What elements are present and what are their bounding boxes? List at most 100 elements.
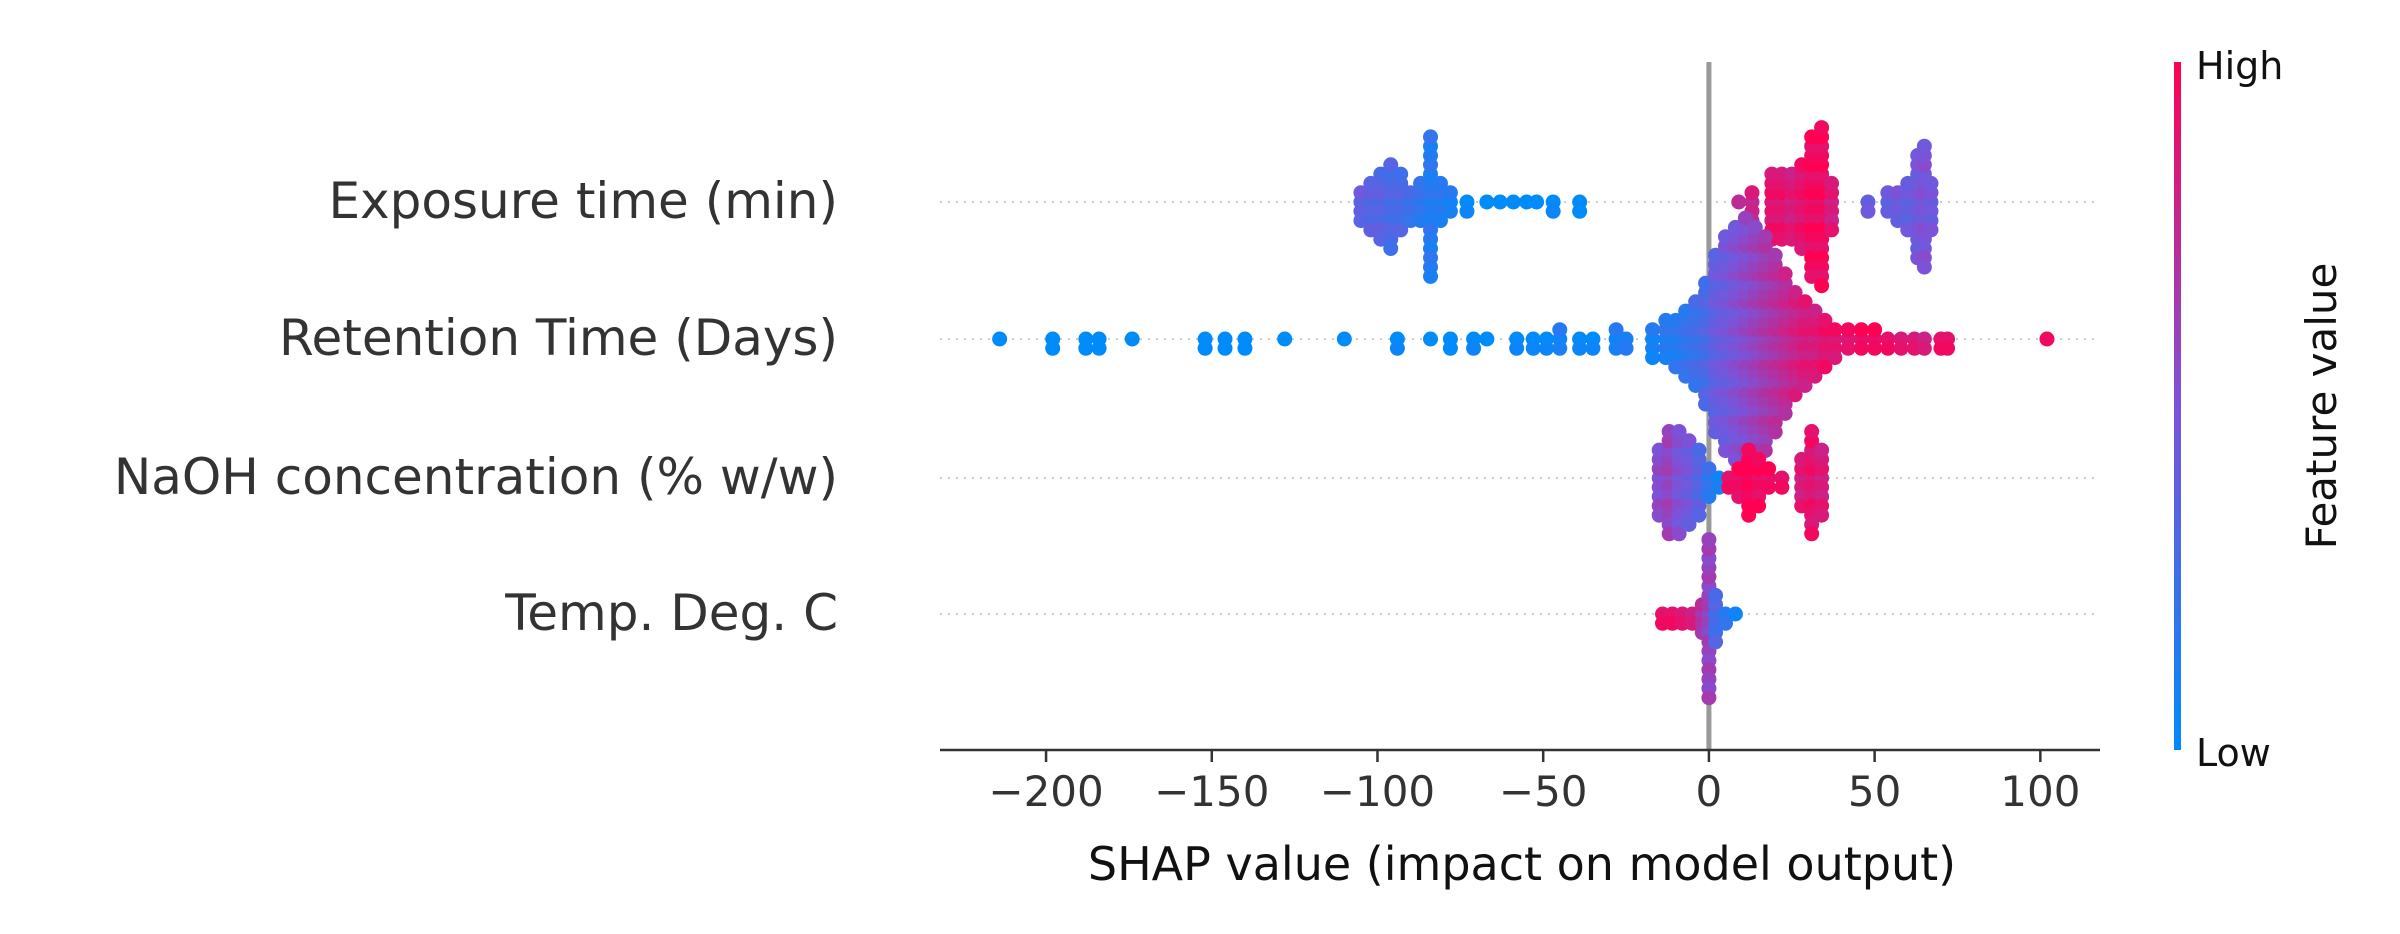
shap-dot bbox=[1691, 507, 1707, 523]
shap-dot bbox=[1423, 129, 1439, 145]
shap-dot bbox=[1807, 368, 1823, 384]
shap-dot bbox=[1423, 331, 1439, 347]
shap-dot bbox=[1940, 340, 1956, 356]
shap-dot bbox=[1393, 166, 1409, 182]
shap-dot bbox=[1741, 507, 1757, 523]
shap-dot bbox=[1787, 387, 1803, 403]
shap-dot bbox=[1479, 331, 1495, 347]
shap-dot bbox=[1923, 222, 1939, 238]
shap-dot bbox=[1814, 507, 1830, 523]
shap-dot bbox=[1525, 340, 1541, 356]
x-tick-label: −100 bbox=[1320, 767, 1435, 816]
shap-dot bbox=[1529, 194, 1545, 210]
x-tick-label: −50 bbox=[1499, 767, 1588, 816]
shap-dot bbox=[1277, 331, 1293, 347]
shap-dot bbox=[1867, 340, 1883, 356]
shap-dot bbox=[1840, 322, 1856, 338]
shap-dot bbox=[1509, 340, 1525, 356]
shap-dot bbox=[1797, 294, 1813, 310]
shap-dot bbox=[1645, 322, 1661, 338]
shap-dot bbox=[1237, 340, 1253, 356]
shap-dot bbox=[1701, 690, 1717, 706]
shap-dot bbox=[1797, 378, 1813, 393]
colorbar-low-label: Low bbox=[2196, 731, 2271, 775]
shap-dot bbox=[1824, 222, 1840, 238]
shap-dot bbox=[1124, 331, 1140, 347]
colorbar-high-label: High bbox=[2196, 44, 2283, 88]
shap-dot bbox=[1807, 303, 1823, 319]
shap-dot bbox=[1777, 266, 1793, 282]
shap-dot bbox=[1737, 210, 1753, 226]
feature-label: NaOH concentration (% w/w) bbox=[114, 448, 838, 506]
shap-dot bbox=[1853, 340, 1869, 356]
feature-label: Exposure time (min) bbox=[328, 172, 838, 230]
shap-dot bbox=[1867, 322, 1883, 338]
shap-dot bbox=[1751, 451, 1767, 467]
shap-dot bbox=[1217, 340, 1233, 356]
shap-dot bbox=[1916, 138, 1932, 154]
shap-dot bbox=[1814, 278, 1830, 294]
shap-dot bbox=[1761, 461, 1777, 477]
feature-label: Temp. Deg. C bbox=[504, 584, 838, 642]
shap-dot bbox=[1717, 615, 1733, 631]
x-tick-label: −200 bbox=[988, 767, 1103, 816]
shap-dot bbox=[1804, 526, 1820, 542]
shap-dot bbox=[1727, 606, 1743, 622]
feature-labels: Exposure time (min) Retention Time (Days)… bbox=[114, 172, 838, 642]
shap-dot bbox=[1681, 433, 1697, 449]
shap-dot bbox=[1442, 203, 1458, 219]
x-tick-label: 50 bbox=[1848, 767, 1901, 816]
shap-dot bbox=[1774, 479, 1790, 495]
shap-dot bbox=[1751, 498, 1767, 514]
shap-dot bbox=[1552, 322, 1568, 338]
x-tick-label: −150 bbox=[1154, 767, 1269, 816]
shap-dot bbox=[1701, 489, 1717, 505]
shap-dot bbox=[1505, 194, 1521, 210]
shap-dot bbox=[1708, 587, 1724, 603]
shap-dot bbox=[1671, 424, 1687, 439]
shap-dot bbox=[1916, 259, 1932, 275]
shap-dot bbox=[1572, 340, 1588, 356]
shap-dot bbox=[1572, 203, 1588, 219]
shap-dot bbox=[1432, 175, 1448, 191]
shap-dot bbox=[1442, 185, 1458, 201]
shap-dot bbox=[1681, 517, 1697, 532]
shap-dot bbox=[1091, 340, 1107, 356]
x-tick-label: 0 bbox=[1696, 767, 1723, 816]
shap-dot bbox=[1757, 229, 1773, 245]
shap-dot bbox=[1492, 194, 1508, 210]
shap-dot bbox=[1853, 322, 1869, 338]
shap-dot bbox=[1701, 461, 1717, 477]
shap-dot bbox=[2039, 331, 2055, 347]
shap-dot bbox=[1804, 424, 1820, 439]
shap-dot bbox=[1045, 340, 1061, 356]
shap-dot bbox=[1383, 157, 1399, 173]
shap-dot bbox=[1767, 247, 1783, 263]
x-tick-label: 100 bbox=[2000, 767, 2080, 816]
shap-dot bbox=[1741, 442, 1757, 458]
shap-dot bbox=[1731, 194, 1747, 210]
shap-dot bbox=[1618, 340, 1634, 356]
feature-label: Retention Time (Days) bbox=[279, 309, 838, 367]
shap-dot bbox=[1840, 340, 1856, 356]
x-axis: −200 −150 −100 −50 0 50 100 bbox=[940, 748, 2100, 816]
shap-dot bbox=[1479, 194, 1495, 210]
shap-dot bbox=[1893, 340, 1909, 356]
shap-dot bbox=[1824, 175, 1840, 191]
shap-dot bbox=[1701, 532, 1717, 548]
shap-dot bbox=[1078, 340, 1094, 356]
shap-dot bbox=[1466, 340, 1482, 356]
shap-dot bbox=[1708, 634, 1724, 650]
shap-dot bbox=[1814, 120, 1830, 136]
shap-dot bbox=[1814, 442, 1830, 458]
shap-dot bbox=[1817, 359, 1833, 375]
shap-dot bbox=[1539, 340, 1555, 356]
shap-dot bbox=[1691, 442, 1707, 458]
shap-dot bbox=[1389, 340, 1405, 356]
shap-dot bbox=[1777, 405, 1793, 421]
shap-dot bbox=[1916, 340, 1932, 356]
shap-dot bbox=[1767, 424, 1783, 440]
shap-dot bbox=[1442, 340, 1458, 356]
